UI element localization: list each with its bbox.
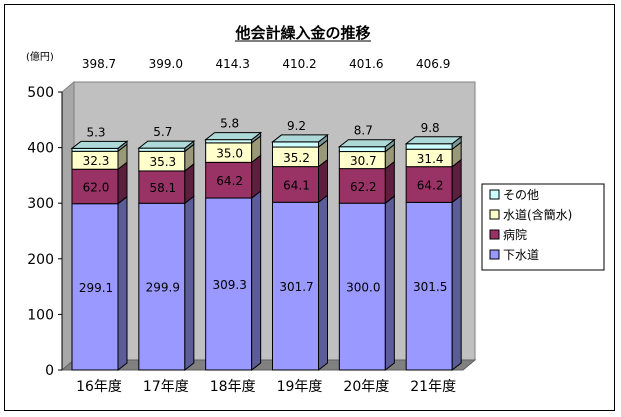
bar-segment	[272, 158, 328, 204]
x-tick-label: 19年度	[277, 379, 323, 395]
data-label: 9.8	[421, 121, 440, 135]
bar-segment	[204, 131, 263, 144]
data-label: 35.2	[283, 151, 310, 165]
data-label: 35.0	[216, 147, 243, 161]
legend-item: 病院	[489, 227, 527, 242]
legend-item: 下水道	[489, 248, 539, 262]
bar-segment	[71, 195, 128, 372]
bar-segment	[405, 158, 462, 204]
data-label: 31.4	[417, 152, 444, 166]
bar-20年度	[337, 138, 396, 372]
data-label: 5.3	[86, 125, 105, 139]
total-label: 401.6	[349, 57, 383, 71]
total-label: 399.0	[149, 57, 183, 71]
x-tick-label: 21年度	[410, 379, 456, 395]
legend-item: その他	[489, 188, 539, 202]
bar-21年度	[404, 135, 463, 372]
y-tick-label: 200	[27, 252, 54, 268]
data-label: 62.0	[83, 180, 110, 194]
x-axis: 16年度 17年度 18年度 19年度 20年度 21年度	[76, 379, 456, 395]
svg-text:下水道: 下水道	[503, 248, 539, 262]
data-label: 8.7	[354, 124, 373, 138]
total-label: 410.2	[282, 57, 316, 71]
x-tick-label: 20年度	[343, 379, 389, 395]
data-label: 64.2	[417, 179, 444, 193]
bar-16年度	[70, 140, 129, 372]
svg-text:水道(含簡水): 水道(含簡水)	[503, 207, 572, 222]
bar-segment	[205, 190, 262, 372]
x-tick-label: 17年度	[143, 379, 189, 395]
bar-segment	[138, 162, 195, 205]
data-label: 64.1	[283, 178, 310, 192]
bar-segment	[271, 133, 329, 149]
data-label: 32.3	[83, 154, 110, 168]
unit-label: (億円)	[26, 50, 54, 63]
data-label: 309.3	[212, 278, 246, 292]
bar-segment	[70, 140, 129, 153]
svg-text:その他: その他	[503, 188, 539, 202]
data-label: 299.9	[146, 281, 180, 295]
bar-segment	[338, 160, 395, 205]
data-label: 299.1	[79, 281, 113, 295]
total-label: 414.3	[215, 57, 249, 71]
data-label: 30.7	[350, 154, 377, 168]
total-label: 406.9	[416, 57, 450, 71]
data-label: 58.1	[149, 181, 176, 195]
svg-text:病院: 病院	[503, 227, 527, 242]
bar-segment	[205, 134, 262, 164]
bar-segment	[71, 161, 128, 205]
y-tick-label: 100	[27, 307, 54, 323]
bar-segment	[272, 194, 328, 372]
bar-segment	[205, 154, 262, 200]
data-label: 64.2	[216, 174, 243, 188]
bar-17年度	[137, 140, 196, 372]
chart-title: 他会計繰入金の推移	[234, 24, 370, 42]
bar-segment	[137, 140, 196, 153]
bars: 299.1 62.0 32.3 5.3 299.9 58.1 35.3 5.7 309.3 64.…	[70, 117, 463, 372]
bar-segment	[338, 195, 395, 372]
bar-segment	[138, 195, 195, 372]
y-tick-label: 0	[45, 363, 54, 379]
bar-segment	[337, 138, 396, 153]
y-axis: 0 100 200 300 400 500	[27, 85, 63, 379]
bar-19年度	[271, 133, 329, 372]
legend-item: 水道(含簡水)	[489, 207, 572, 222]
bar-segment	[404, 135, 463, 151]
data-label: 301.5	[413, 280, 447, 294]
total-label: 398.7	[82, 57, 116, 71]
y-tick-label: 300	[27, 196, 54, 212]
data-label: 300.0	[346, 281, 380, 295]
bar-18年度	[204, 131, 263, 372]
x-tick-label: 18年度	[210, 379, 256, 395]
data-label: 5.7	[153, 125, 172, 139]
bar-segment	[405, 141, 462, 168]
data-label: 9.2	[287, 119, 306, 133]
x-tick-label: 16年度	[76, 379, 122, 395]
total-labels: 398.7 399.0 414.3 410.2 401.6 406.9	[82, 57, 451, 71]
data-label: 35.3	[149, 155, 176, 169]
data-label: 5.8	[220, 117, 239, 131]
data-label: 301.7	[279, 280, 313, 294]
bar-segment	[405, 194, 462, 372]
data-label: 62.2	[350, 180, 377, 194]
bar-segment	[272, 139, 328, 168]
y-tick-label: 400	[27, 141, 54, 157]
y-tick-label: 500	[27, 85, 54, 101]
